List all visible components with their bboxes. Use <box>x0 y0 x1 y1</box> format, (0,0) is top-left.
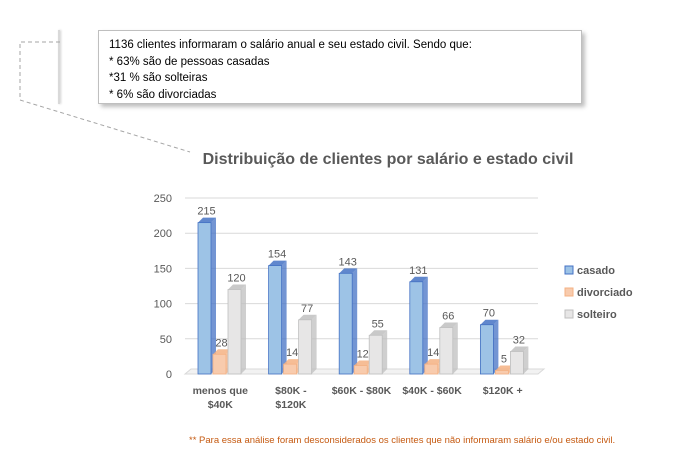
x-tick-label: $60K - $80K <box>332 385 392 397</box>
bar-divorciado <box>212 353 227 375</box>
callout-line: 1136 clientes informaram o salário anual… <box>109 39 472 51</box>
bar-side <box>352 268 358 374</box>
bar-top <box>369 330 388 336</box>
callout-line: *31 % são solteiras <box>109 72 208 84</box>
legend-label: divorciado <box>577 287 633 299</box>
bar-top <box>298 314 317 320</box>
bar-solteiro <box>368 334 383 375</box>
y-tick-label: 0 <box>166 369 172 381</box>
x-tick-label: $40K <box>208 399 234 411</box>
data-label: 120 <box>227 273 245 285</box>
y-tick-label: 100 <box>154 299 172 311</box>
callout-line: * 63% são de pessoas casadas <box>109 55 270 68</box>
bar-side <box>523 346 529 374</box>
bar-top <box>283 359 302 365</box>
bar-divorciado <box>353 365 368 375</box>
legend-label: casado <box>577 265 615 277</box>
data-label: 143 <box>339 256 357 268</box>
chart-title: Distribuição de clientes por salário e e… <box>203 151 574 168</box>
y-tick-label: 50 <box>160 334 172 346</box>
bar-side <box>211 217 216 374</box>
bar-casado <box>338 272 353 375</box>
bar-divorciado <box>283 363 298 375</box>
bar-divorciado <box>494 370 509 375</box>
footnote: ** Para essa análise foram desconsiderad… <box>189 435 616 446</box>
y-tick-label: 150 <box>154 263 172 275</box>
callout-connector-bar <box>58 30 60 104</box>
data-label: 154 <box>268 249 286 261</box>
bar-casado <box>197 222 212 375</box>
bar-top <box>198 217 216 223</box>
bar-side <box>493 319 499 374</box>
bar-top <box>268 260 287 266</box>
bar-top <box>354 360 373 366</box>
bar-top <box>439 322 458 328</box>
legend-swatch <box>564 265 574 275</box>
x-tick-label: $40K - $60K <box>402 385 462 397</box>
bar-top <box>495 365 514 371</box>
x-tick-label: $120K + <box>483 385 523 397</box>
y-tick-label: 200 <box>154 228 172 240</box>
bar-top <box>228 284 246 290</box>
data-label: 215 <box>197 206 215 218</box>
bar-side <box>452 322 458 374</box>
bar-top <box>480 319 499 325</box>
data-label: 77 <box>301 303 313 315</box>
bar-top <box>424 359 443 365</box>
bar-top <box>339 268 358 274</box>
bar-divorciado <box>424 363 439 375</box>
bar-top <box>510 346 529 352</box>
bar-solteiro <box>439 327 454 375</box>
data-label: 28 <box>215 337 227 349</box>
bar-casado <box>268 265 283 375</box>
bar-casado <box>409 281 424 375</box>
data-label: 14 <box>427 347 439 359</box>
data-label: 131 <box>409 265 427 277</box>
bar-side <box>281 260 287 374</box>
x-tick-label: $80K - <box>275 385 307 397</box>
data-label: 70 <box>483 308 495 320</box>
data-label: 5 <box>501 353 507 365</box>
legend-swatch <box>564 309 574 319</box>
x-tick-label: menos que <box>193 385 249 397</box>
callout-leader-line <box>19 41 191 153</box>
bar-top <box>409 276 428 282</box>
data-label: 66 <box>442 311 454 323</box>
data-label: 32 <box>513 334 525 346</box>
info-callout: 1136 clientes informaram o salário anual… <box>98 30 582 104</box>
bar-side <box>422 276 428 374</box>
bar-side <box>382 330 388 374</box>
data-label: 12 <box>357 349 369 361</box>
bar-side <box>241 284 246 374</box>
legend-swatch <box>564 287 574 297</box>
y-tick-label: 250 <box>154 193 172 205</box>
bar-casado <box>479 324 494 375</box>
data-label: 55 <box>372 318 384 330</box>
bar-solteiro <box>509 351 524 375</box>
bar-solteiro <box>298 319 313 375</box>
bar-top <box>213 349 231 355</box>
bar-side <box>311 314 317 374</box>
callout-line: * 6% são divorciadas <box>109 88 217 101</box>
legend-label: solteiro <box>577 309 617 321</box>
x-tick-label: $120K <box>275 399 306 411</box>
bar-solteiro <box>227 289 242 375</box>
data-label: 14 <box>286 347 298 359</box>
